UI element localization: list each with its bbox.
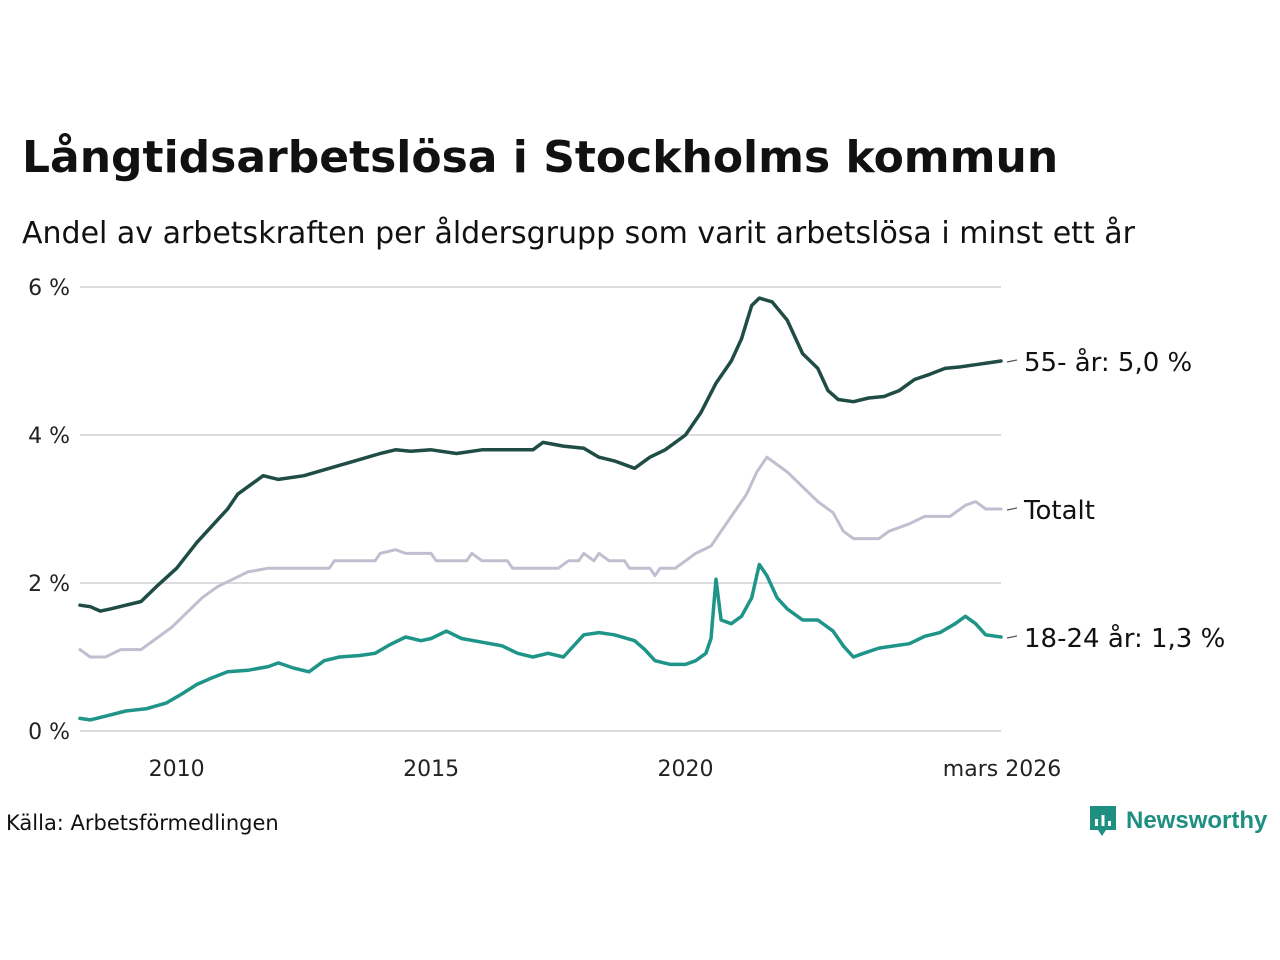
y-axis: 0 % 2 % 4 % 6 % <box>28 276 70 745</box>
y-tick-label: 6 % <box>28 276 70 301</box>
x-tick-label: mars 2026 <box>943 757 1061 782</box>
series-group <box>78 296 1003 722</box>
label-connector-55 <box>1006 359 1018 363</box>
brand-name: Newsworthy <box>1126 807 1268 834</box>
series-line-55 <box>78 296 1003 613</box>
series-label-55: 55- år: 5,0 % <box>1024 347 1192 378</box>
y-tick-label: 4 % <box>28 424 70 449</box>
y-tick-label: 2 % <box>28 572 70 597</box>
x-tick-label: 2015 <box>403 757 459 782</box>
series-label-totalt: Totalt <box>1023 496 1095 526</box>
series-line-1824 <box>78 562 1003 722</box>
y-tick-label: 0 % <box>28 720 70 745</box>
source-note: Källa: Arbetsförmedlingen <box>6 811 279 835</box>
chart-title: Långtidsarbetslösa i Stockholms kommun <box>22 132 1059 183</box>
chart-subtitle: Andel av arbetskraften per åldersgrupp s… <box>22 216 1135 251</box>
x-tick-label: 2010 <box>149 757 205 782</box>
x-axis: 2010 2015 2020 mars 2026 <box>149 757 1062 782</box>
series-line-totalt <box>78 455 1003 659</box>
label-connector-totalt <box>1006 507 1018 511</box>
brand-logo[interactable]: Newsworthy <box>1088 804 1267 838</box>
grid-lines <box>80 286 1001 732</box>
series-label-1824: 18-24 år: 1,3 % <box>1024 623 1225 654</box>
label-connector-1824 <box>1006 635 1018 639</box>
x-tick-label: 2020 <box>658 757 714 782</box>
bar-chart-speech-bubble-icon <box>1090 806 1116 836</box>
series-labels: 55- år: 5,0 % Totalt 18-24 år: 1,3 % <box>1006 347 1225 654</box>
